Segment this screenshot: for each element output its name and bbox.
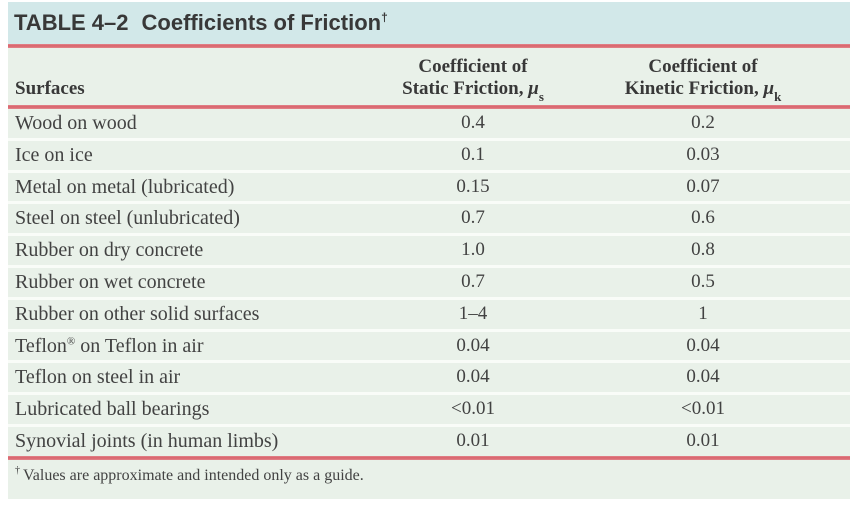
static-value-cell: 0.04 [456, 334, 490, 356]
column-header-static-friction: Coefficient of Static Friction, μs [348, 56, 598, 103]
kinetic-value-cell: 0.01 [686, 429, 720, 451]
kinetic-header-label: Kinetic Friction, [624, 78, 764, 99]
kinetic-value-cell: 0.04 [686, 334, 720, 356]
table-row: Wood on wood 0.4 0.2 [8, 109, 850, 141]
static-value-cell: 0.7 [461, 270, 485, 292]
static-value-cell: 0.1 [461, 143, 485, 165]
kinetic-value-cell: <0.01 [681, 398, 725, 420]
surface-cell: Teflon on steel in air [15, 366, 181, 389]
table-row: Steel on steel (unlubricated) 0.7 0.6 [8, 204, 850, 237]
kinetic-value-cell: 1 [698, 302, 708, 324]
surface-cell: Rubber on wet concrete [15, 270, 206, 293]
static-value-cell: 0.4 [461, 112, 485, 133]
kinetic-value-cell: 0.5 [691, 270, 715, 292]
table-body: Wood on wood 0.4 0.2 Ice on ice 0.1 0.03… [8, 109, 850, 456]
static-value-cell: <0.01 [451, 398, 495, 420]
table-row: Rubber on dry concrete 1.0 0.8 [8, 236, 850, 268]
surface-text: on Teflon in air [75, 334, 204, 357]
static-value-cell: 1–4 [458, 302, 488, 324]
static-value-cell: 0.15 [456, 175, 490, 197]
surface-cell: Rubber on dry concrete [15, 239, 204, 262]
surface-cell: Lubricated ball bearings [15, 398, 210, 421]
table-number: TABLE 4–2 [14, 10, 129, 35]
registered-trademark-symbol: ® [66, 334, 76, 347]
surface-cell: Synovial joints (in human limbs) [15, 429, 279, 452]
mu-symbol: μ [763, 78, 775, 99]
bottom-red-rule [8, 455, 850, 460]
table-title-bar: TABLE 4–2 Coefficients of Friction† [8, 2, 850, 44]
table-title: Coefficients of Friction† [142, 10, 388, 36]
static-value-cell: 0.7 [461, 207, 485, 229]
table-row: Lubricated ball bearings <0.01 <0.01 [8, 395, 850, 427]
table-row: Ice on ice 0.1 0.03 [8, 141, 850, 173]
table-footnote: † Values are approximate and intended onl… [8, 459, 850, 499]
static-value-cell: 1.0 [461, 239, 485, 261]
static-value-cell: 0.04 [456, 366, 490, 388]
header-red-rule [8, 105, 850, 109]
static-subscript: s [538, 88, 544, 104]
footnote-text: Values are approximate and intended only… [23, 466, 364, 484]
surface-cell: Metal on metal (lubricated) [15, 175, 235, 198]
table-title-text: Coefficients of Friction [141, 10, 382, 35]
table-row: Teflon® on Teflon in air 0.04 0.04 [8, 332, 850, 364]
table-row: Teflon on steel in air 0.04 0.04 [8, 363, 850, 396]
table-row: Metal on metal (lubricated) 0.15 0.07 [8, 173, 850, 205]
kinetic-subscript: k [774, 88, 782, 104]
table-row: Rubber on other solid surfaces 1–4 1 [8, 300, 850, 332]
static-header-line2: Static Friction, μs [348, 78, 598, 103]
kinetic-value-cell: 0.8 [691, 239, 715, 261]
dagger-footnote-marker: † [15, 465, 20, 477]
static-header-line1: Coefficient of [418, 56, 528, 77]
surface-cell: Teflon® on Teflon in air [8, 332, 348, 361]
static-header-label: Static Friction, [402, 78, 529, 99]
dagger-footnote-marker: † [381, 10, 388, 25]
surface-cell: Wood on wood [15, 112, 137, 134]
kinetic-value-cell: 0.04 [686, 366, 720, 388]
surface-cell: Rubber on other solid surfaces [15, 302, 260, 325]
column-header-kinetic-friction: Coefficient of Kinetic Friction, μk [598, 56, 808, 103]
table-row: Synovial joints (in human limbs) 0.01 0.… [8, 427, 850, 456]
table-row: Rubber on wet concrete 0.7 0.5 [8, 268, 850, 300]
table-header-row: Surfaces Coefficient of Static Friction,… [8, 48, 850, 105]
kinetic-value-cell: 0.03 [686, 143, 720, 165]
top-red-rule [8, 44, 850, 48]
kinetic-header-line2: Kinetic Friction, μk [598, 78, 808, 103]
kinetic-value-cell: 0.6 [691, 207, 715, 229]
kinetic-value-cell: 0.2 [691, 112, 715, 133]
column-header-surfaces: Surfaces [15, 78, 85, 99]
static-value-cell: 0.01 [456, 429, 490, 451]
kinetic-header-line1: Coefficient of [648, 56, 758, 77]
kinetic-value-cell: 0.07 [686, 175, 720, 197]
surface-text: Teflon [15, 334, 67, 357]
mu-symbol: μ [528, 78, 539, 99]
surface-cell: Ice on ice [15, 143, 93, 166]
surface-cell: Steel on steel (unlubricated) [15, 207, 240, 230]
friction-table: TABLE 4–2 Coefficients of Friction† Surf… [8, 2, 850, 499]
